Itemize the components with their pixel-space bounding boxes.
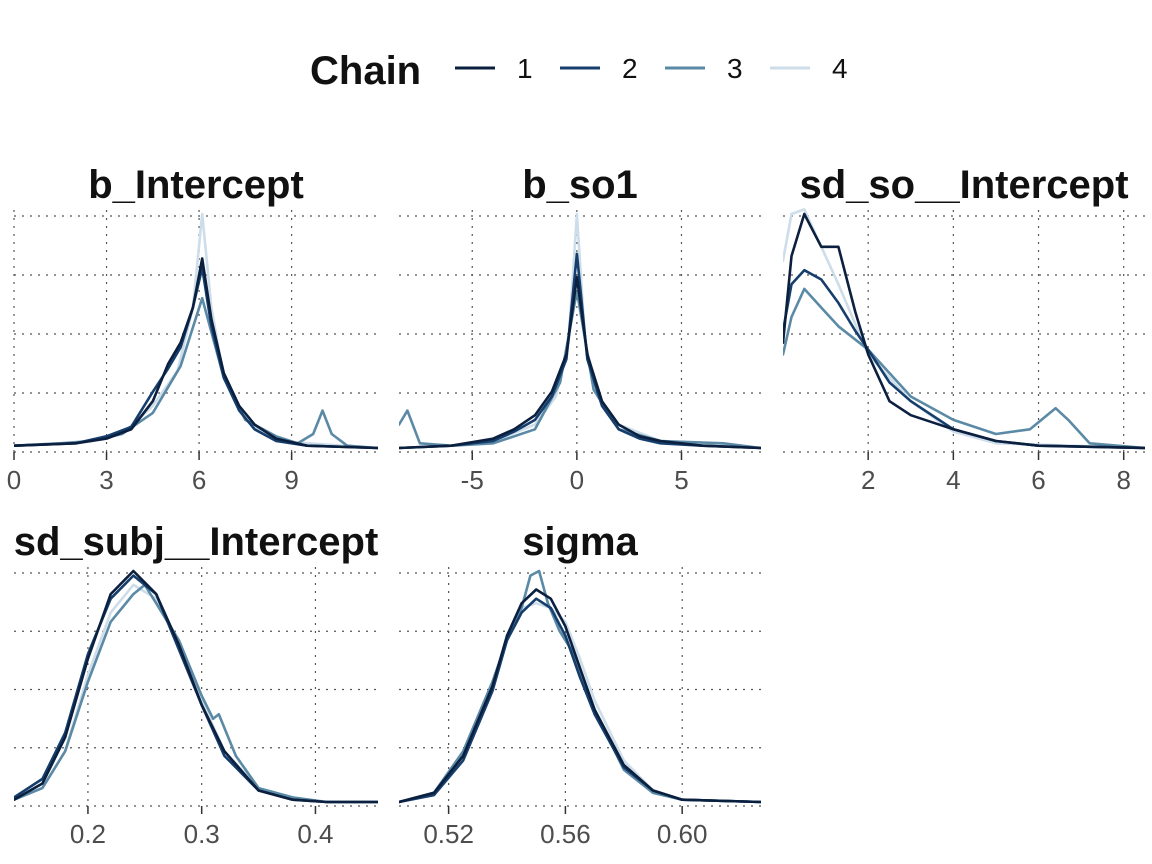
x-tick-label: 0.52 — [423, 819, 474, 849]
density-line-chain-1 — [783, 212, 1145, 450]
density-line-chain-3 — [14, 296, 378, 450]
density-line-chain-1 — [14, 569, 378, 804]
legend-title: Chain — [310, 49, 421, 93]
density-line-chain-3 — [399, 569, 761, 804]
legend-key-label: 3 — [727, 53, 743, 84]
x-tick-label: 0.2 — [70, 819, 106, 849]
grid — [399, 210, 761, 453]
facet-panel: 0.52 0.56 0.60 sigma — [399, 520, 761, 849]
legend-key-label: 1 — [517, 53, 533, 84]
density-line-chain-2 — [783, 268, 1145, 450]
density-line-chain-1 — [14, 257, 378, 450]
density-line-chain-4 — [783, 208, 1145, 450]
panel-title: sd_so__Intercept — [799, 163, 1128, 207]
x-tick-label: 9 — [284, 465, 298, 495]
panel-title: b_Intercept — [88, 163, 304, 207]
x-tick-label: 0 — [570, 465, 584, 495]
facet-panel: 2 4 6 8 sd_so__Intercept — [783, 163, 1145, 495]
density-line-chain-3 — [399, 289, 761, 450]
x-tick-label: 6 — [192, 465, 206, 495]
density-line-chain-1 — [399, 588, 761, 804]
facet-panel: 0.2 0.3 0.4 sd_subj__Intercept — [14, 520, 379, 849]
x-tick-label: 2 — [861, 465, 875, 495]
panel-title: b_so1 — [522, 163, 638, 207]
x-tick-label: 0 — [7, 465, 21, 495]
panel-title: sd_subj__Intercept — [14, 520, 379, 564]
x-tick-label: 6 — [1031, 465, 1045, 495]
x-tick-label: 8 — [1116, 465, 1130, 495]
x-tick-label: -5 — [461, 465, 484, 495]
legend-key-label: 4 — [832, 53, 848, 84]
x-tick-label: 0.60 — [657, 819, 708, 849]
x-tick-label: 3 — [99, 465, 113, 495]
facet-panel: -5 0 5 b_so1 — [399, 163, 761, 495]
x-tick-label: 0.56 — [540, 819, 591, 849]
panel-title: sigma — [522, 520, 638, 564]
grid — [783, 210, 1145, 453]
density-line-chain-3 — [14, 583, 378, 804]
x-tick-label: 5 — [674, 465, 688, 495]
legend: Chain 1 2 3 4 — [310, 49, 848, 93]
x-tick-label: 0.4 — [297, 819, 333, 849]
facet-panel: 0 3 6 9 b_Intercept — [7, 163, 378, 495]
x-tick-label: 4 — [946, 465, 960, 495]
density-line-chain-4 — [399, 212, 761, 450]
legend-key-label: 2 — [622, 53, 638, 84]
density-line-chain-1 — [399, 275, 761, 450]
density-line-chain-3 — [783, 287, 1145, 450]
density-line-chain-2 — [399, 252, 761, 450]
density-line-chain-2 — [399, 597, 761, 804]
x-tick-label: 0.3 — [184, 819, 220, 849]
